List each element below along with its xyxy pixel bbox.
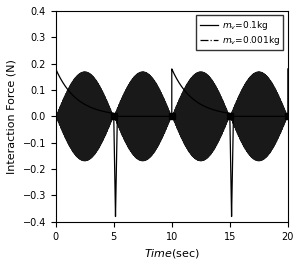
X-axis label: $\it{Time}$(sec): $\it{Time}$(sec) [144,247,200,260]
Legend: $m_v$=0.1kg, $m_v$=0.001kg: $m_v$=0.1kg, $m_v$=0.001kg [196,15,283,50]
Y-axis label: Interaction Force (N): Interaction Force (N) [7,59,17,174]
